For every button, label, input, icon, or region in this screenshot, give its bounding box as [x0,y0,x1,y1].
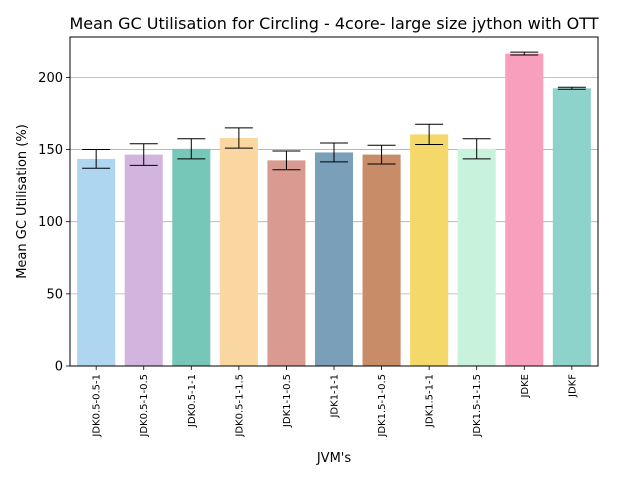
error-bars [82,51,586,171]
y-tick-label: 200 [38,71,63,86]
bar [267,160,306,366]
bars [77,53,591,366]
x-tick-label: JDK0.5-0.5-1 [92,374,103,438]
bar [457,148,496,366]
bar [77,158,116,366]
x-axis-label: JVM's [316,451,352,466]
bar [552,88,591,366]
bar [124,154,163,366]
x-tick-label: JDK0.5-1-1.5 [234,374,245,438]
x-tick-label: JDK0.5-1-1 [187,374,198,428]
x-tick-label: JDKF [567,374,578,398]
x-tick-label: JDK1.5-1-1.5 [472,374,483,438]
y-tick-label: 50 [46,287,63,302]
y-tick-label: 150 [38,143,63,158]
x-tick-label: JDK1-1-0.5 [282,374,293,428]
bar [505,53,544,366]
y-axis-label: Mean GC Utilisation (%) [15,124,30,279]
bar [410,134,449,366]
x-tick-label: JDKE [520,374,531,399]
bar [172,148,211,366]
y-tick-label: 0 [55,360,63,375]
x-tick-label: JDK0.5-1-0.5 [139,374,150,438]
chart-title: Mean GC Utilisation for Circling - 4core… [69,14,598,33]
x-tick-label: JDK1.5-1-0.5 [377,374,388,438]
x-tick-label: JDK1-1-1 [330,374,341,419]
y-tick-label: 100 [38,215,63,230]
x-tick-label: JDK1.5-1-1 [425,374,436,428]
bar [362,154,401,366]
bar [219,138,258,366]
bar [314,152,354,366]
x-axis: JDK0.5-0.5-1 JDK0.5-1-0.5 JDK0.5-1-1 JDK0.5… [92,366,578,438]
y-axis: 0 50 100 150 200 [38,71,70,375]
